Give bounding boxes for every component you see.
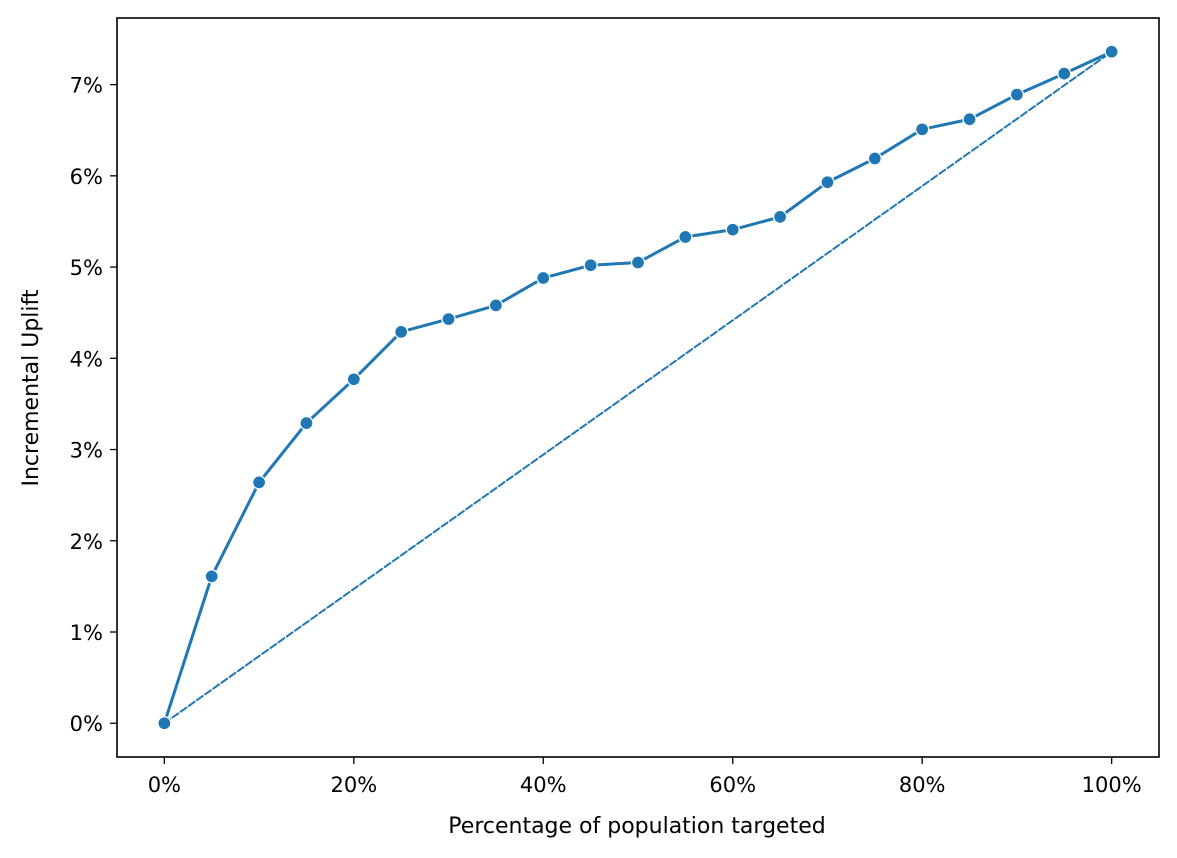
x-tick-label: 20% xyxy=(330,773,377,797)
y-tick-label: 5% xyxy=(70,256,103,280)
data-point xyxy=(915,122,930,137)
data-point xyxy=(678,229,693,245)
x-axis: 0% 20% 40% 60% 80% 100% xyxy=(148,757,1142,797)
data-point xyxy=(488,298,504,313)
data-point xyxy=(394,324,409,339)
y-tick-label: 3% xyxy=(70,439,103,463)
data-point xyxy=(536,270,551,286)
y-tick-label: 2% xyxy=(70,530,103,554)
y-tick-label: 0% xyxy=(70,712,103,736)
y-axis: 0% 1% 2% 3% 4% 5% 6% 7% xyxy=(70,74,117,736)
data-point xyxy=(725,222,740,237)
data-point xyxy=(1057,66,1072,81)
data-point xyxy=(346,372,361,387)
data-point xyxy=(867,151,882,166)
x-tick-label: 0% xyxy=(148,773,181,797)
data-point xyxy=(299,415,314,431)
x-axis-label: Percentage of population targeted xyxy=(448,814,825,839)
y-tick-label: 7% xyxy=(70,74,103,98)
x-tick-label: 100% xyxy=(1082,773,1142,797)
data-point xyxy=(157,716,172,731)
data-point xyxy=(204,569,219,584)
data-point xyxy=(630,255,646,270)
data-point xyxy=(251,475,267,490)
y-axis-label: Incremental Uplift xyxy=(19,289,44,486)
baseline-dashed-line xyxy=(163,50,1113,725)
data-point xyxy=(583,258,598,273)
x-tick-label: 80% xyxy=(899,773,946,797)
y-tick-label: 1% xyxy=(70,621,103,645)
data-point xyxy=(1104,44,1119,59)
series-layer xyxy=(157,44,1119,731)
data-point xyxy=(962,112,977,127)
y-tick-label: 4% xyxy=(70,347,103,371)
y-tick-label: 6% xyxy=(70,165,103,189)
data-point xyxy=(772,209,788,225)
data-point xyxy=(441,311,456,327)
data-point xyxy=(820,175,835,190)
data-point xyxy=(1009,87,1025,102)
x-tick-label: 40% xyxy=(520,773,567,797)
x-tick-label: 60% xyxy=(709,773,756,797)
